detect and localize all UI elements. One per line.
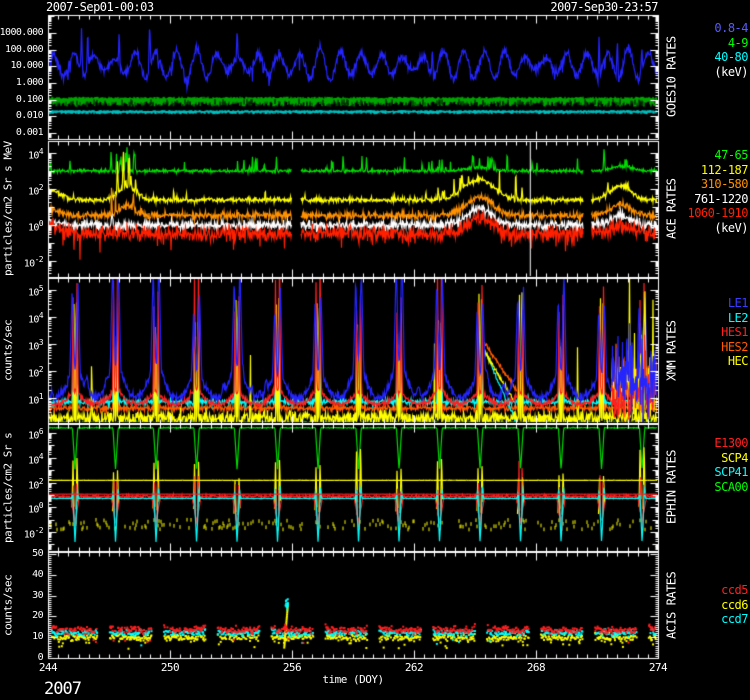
y-tick-label: 100.000 <box>5 43 44 55</box>
legend-item: LE1 <box>727 296 749 310</box>
legend-item: 0.8-4 <box>714 21 748 35</box>
legend-item: 47-65 <box>714 148 748 162</box>
legend-item: ccd5 <box>721 583 748 597</box>
legend-item: 1060-1910 <box>687 206 748 220</box>
y-tick-label: 0.010 <box>15 110 44 122</box>
y-tick-label: 10 <box>32 631 43 643</box>
y-tick-label: 104 <box>27 147 44 162</box>
end-date-label: 2007-Sep30-23:57 <box>550 0 658 14</box>
legend-item: 761-1220 <box>694 191 748 206</box>
legend-item: SCP41 <box>714 465 748 479</box>
legend-goes10: 0.8-4 4-9 40-80 (keV) <box>714 21 748 79</box>
y-tick-label: 10-2 <box>23 526 44 541</box>
y-tick-label: 20 <box>32 610 43 622</box>
y-tick-label: 100 <box>27 218 44 234</box>
panel-title-ephin: EPHIN RATES <box>664 450 679 525</box>
y-tick-label: 106 <box>27 427 44 442</box>
y-tick-label: 104 <box>27 451 44 467</box>
x-tick-label: 250 <box>160 661 180 674</box>
legend-item: 310-580 <box>700 177 749 191</box>
x-tick-label: 262 <box>404 661 424 674</box>
legend-item: (keV) <box>714 64 748 79</box>
y-tick-label: 105 <box>27 283 44 299</box>
axis-title-ephin: particles/cm2 Sr s <box>1 432 15 543</box>
legend-item: 40-80 <box>714 50 748 64</box>
legend-item: E1300 <box>714 436 748 450</box>
y-tick-label: 0 <box>37 652 44 663</box>
legend-item: 4-9 <box>727 35 749 50</box>
axis-title-ace: particles/cm2 Sr s MeV <box>1 141 15 277</box>
x-tick-label: 256 <box>282 661 302 674</box>
y-tick-label: 1000.000 <box>0 27 44 38</box>
y-tick-label: 40 <box>32 568 43 580</box>
y-tick-label: 104 <box>27 310 44 326</box>
panel-title-ace: ACE RATES <box>664 178 679 240</box>
legend-item: SCA00 <box>714 479 748 494</box>
legend-item: HES2 <box>721 339 748 354</box>
legend-item: HEC <box>727 354 749 368</box>
axis-title-acis: counts/sec <box>1 574 15 636</box>
x-tick-label: 244 <box>38 661 58 674</box>
y-tick-label: 30 <box>32 589 43 601</box>
y-tick-label: 103 <box>27 337 44 353</box>
panel-title-xmm: XMM RATES <box>664 320 679 381</box>
x-tick-label: 274 <box>648 661 668 674</box>
legend-item: (keV) <box>714 220 748 235</box>
year-label: 2007 <box>44 679 82 699</box>
y-tick-label: 0.100 <box>15 93 44 105</box>
panel-title-goes10: GOES10 RATES <box>664 36 679 118</box>
legend-item: 112-187 <box>700 162 749 177</box>
start-date-label: 2007-Sep01-00:03 <box>46 0 154 14</box>
y-tick-label: 1.000 <box>15 77 44 88</box>
legend-item: LE2 <box>727 310 749 325</box>
y-tick-label: 102 <box>27 364 44 380</box>
y-tick-label: 10-2 <box>23 254 44 270</box>
y-tick-label: 100 <box>27 501 44 516</box>
legend-item: ccd6 <box>721 597 748 612</box>
legend-item: ccd7 <box>721 612 748 626</box>
x-axis-title: time (DOY) <box>322 673 384 686</box>
y-tick-label: 50 <box>32 548 43 560</box>
legend-ace: 47-65 112-187 310-580 761-1220 1060-1910 (keV… <box>687 148 748 235</box>
legend-xmm: LE1 LE2 HES1 HES2 HEC <box>721 296 748 369</box>
x-tick-label: 268 <box>526 661 546 674</box>
y-tick-label: 0.001 <box>15 127 44 138</box>
legend-item: SCP4 <box>721 450 748 465</box>
axis-title-xmm: counts/sec <box>1 319 15 382</box>
y-tick-label: 102 <box>27 476 44 491</box>
legend-item: HES1 <box>721 325 748 339</box>
legend-acis: ccd5 ccd6 ccd7 <box>721 583 748 627</box>
panel-title-acis: ACIS RATES <box>664 571 679 639</box>
y-tick-label: 101 <box>27 391 44 407</box>
y-tick-label: 10.000 <box>10 60 43 72</box>
legend-ephin: E1300 SCP4 SCP41 SCA00 <box>714 436 748 494</box>
y-tick-label: 102 <box>27 182 44 198</box>
